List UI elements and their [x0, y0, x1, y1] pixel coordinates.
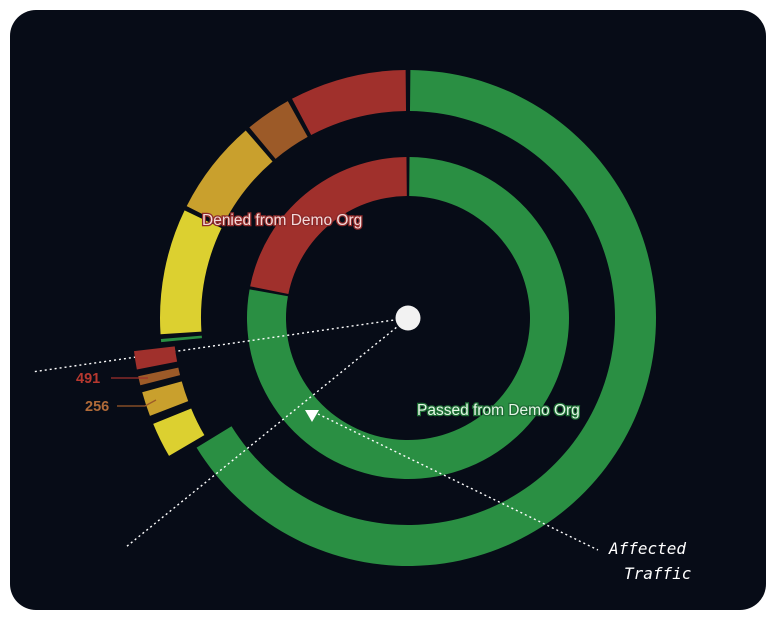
inner-ring [247, 157, 570, 479]
outer-ring-slice-3 [138, 367, 181, 386]
annotation-arrowhead [305, 410, 319, 422]
explode-line-upper [31, 317, 409, 373]
outer-ring-slice-2 [142, 381, 189, 416]
outer-ring-slice-4 [134, 346, 178, 370]
outer-ring [159, 70, 657, 567]
outer-ring-slice-1 [153, 408, 205, 456]
callout-leader-256 [117, 399, 157, 407]
annotation-leader-line [317, 413, 599, 551]
label-passed: Passed from Demo Org [417, 402, 580, 419]
outer-ring-slice-8 [249, 101, 308, 159]
explode-line-lower [125, 317, 409, 548]
label-denied: Denied from Demo Org [202, 212, 362, 229]
outer-ring-slice-9 [291, 70, 407, 136]
outer-ring-slice-6 [159, 210, 222, 335]
callout-256: 256 [85, 399, 109, 415]
sunburst-chart: Denied from Demo Org Passed from Demo Or… [31, 70, 691, 583]
inner-ring-slice-1 [250, 157, 407, 294]
annotation-traffic: Traffic [624, 564, 691, 583]
center-dot [395, 305, 421, 331]
annotation-affected: Affected [608, 539, 686, 558]
exploded-slices [134, 346, 205, 456]
outer-ring-slice-7 [186, 130, 273, 225]
callout-491: 491 [76, 371, 100, 387]
chart-card: Denied from Demo Org Passed from Demo Or… [10, 10, 766, 610]
outer-ring-slice-5 [160, 335, 202, 343]
